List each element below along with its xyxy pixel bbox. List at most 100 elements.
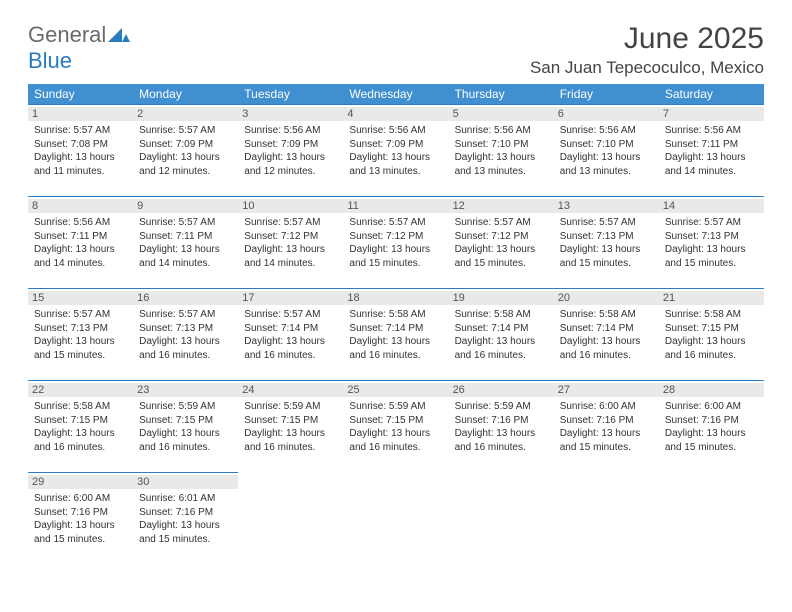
calendar-cell: 27 Sunrise: 6:00 AMSunset: 7:16 PMDayligh… bbox=[554, 381, 659, 473]
day-info: Sunrise: 5:56 AMSunset: 7:09 PMDaylight:… bbox=[244, 124, 337, 178]
day-header: Sunday bbox=[28, 84, 133, 105]
day-info: Sunrise: 6:00 AMSunset: 7:16 PMDaylight:… bbox=[560, 400, 653, 454]
day-number: 6 bbox=[554, 107, 659, 121]
day-number: 11 bbox=[343, 199, 448, 213]
calendar-cell bbox=[554, 473, 659, 565]
day-number: 3 bbox=[238, 107, 343, 121]
day-number: 27 bbox=[554, 383, 659, 397]
calendar-row: 29 Sunrise: 6:00 AMSunset: 7:16 PMDayligh… bbox=[28, 473, 764, 565]
calendar-cell: 1Sunrise: 5:57 AMSunset: 7:08 PMDaylight… bbox=[28, 105, 133, 197]
calendar-cell: 24 Sunrise: 5:59 AMSunset: 7:15 PMDayligh… bbox=[238, 381, 343, 473]
day-number: 10 bbox=[238, 199, 343, 213]
header: General Blue June 2025 San Juan Tepecocu… bbox=[28, 22, 764, 78]
calendar-cell: 10Sunrise: 5:57 AMSunset: 7:12 PMDayligh… bbox=[238, 197, 343, 289]
day-info: Sunrise: 5:58 AMSunset: 7:14 PMDaylight:… bbox=[560, 308, 653, 362]
location: San Juan Tepecoculco, Mexico bbox=[530, 58, 764, 78]
calendar-row: 1Sunrise: 5:57 AMSunset: 7:08 PMDaylight… bbox=[28, 105, 764, 197]
calendar-cell: 11 Sunrise: 5:57 AMSunset: 7:12 PMDayligh… bbox=[343, 197, 448, 289]
calendar-grid: Sunday Monday Tuesday Wednesday Thursday… bbox=[28, 84, 764, 565]
calendar-cell: 8 Sunrise: 5:56 AMSunset: 7:11 PMDaylight… bbox=[28, 197, 133, 289]
day-number: 17 bbox=[238, 291, 343, 305]
day-number: 12 bbox=[449, 199, 554, 213]
calendar-cell: 9 Sunrise: 5:57 AMSunset: 7:11 PMDaylight… bbox=[133, 197, 238, 289]
day-info: Sunrise: 5:58 AMSunset: 7:14 PMDaylight:… bbox=[455, 308, 548, 362]
calendar-cell: 19 Sunrise: 5:58 AMSunset: 7:14 PMDayligh… bbox=[449, 289, 554, 381]
calendar-cell: 23Sunrise: 5:59 AMSunset: 7:15 PMDayligh… bbox=[133, 381, 238, 473]
day-number: 13 bbox=[554, 199, 659, 213]
day-info: Sunrise: 5:57 AMSunset: 7:13 PMDaylight:… bbox=[34, 308, 127, 362]
calendar-cell bbox=[449, 473, 554, 565]
day-number: 2 bbox=[133, 107, 238, 121]
calendar-cell: 12Sunrise: 5:57 AMSunset: 7:12 PMDayligh… bbox=[449, 197, 554, 289]
day-header: Monday bbox=[133, 84, 238, 105]
day-header: Thursday bbox=[449, 84, 554, 105]
calendar-cell: 18 Sunrise: 5:58 AMSunset: 7:14 PMDayligh… bbox=[343, 289, 448, 381]
calendar-cell: 29 Sunrise: 6:00 AMSunset: 7:16 PMDayligh… bbox=[28, 473, 133, 565]
calendar-cell: 4 Sunrise: 5:56 AMSunset: 7:09 PMDaylight… bbox=[343, 105, 448, 197]
day-info: Sunrise: 6:00 AMSunset: 7:16 PMDaylight:… bbox=[34, 492, 127, 546]
day-info: Sunrise: 5:57 AMSunset: 7:12 PMDaylight:… bbox=[349, 216, 442, 270]
calendar-cell: 16 Sunrise: 5:57 AMSunset: 7:13 PMDayligh… bbox=[133, 289, 238, 381]
logo-word-blue: Blue bbox=[28, 48, 72, 73]
calendar-cell: 3 Sunrise: 5:56 AMSunset: 7:09 PMDaylight… bbox=[238, 105, 343, 197]
day-info: Sunrise: 5:57 AMSunset: 7:13 PMDaylight:… bbox=[665, 216, 758, 270]
calendar-cell: 22Sunrise: 5:58 AMSunset: 7:15 PMDayligh… bbox=[28, 381, 133, 473]
day-header: Wednesday bbox=[343, 84, 448, 105]
logo-word-general: General bbox=[28, 22, 106, 47]
calendar-row: 22Sunrise: 5:58 AMSunset: 7:15 PMDayligh… bbox=[28, 381, 764, 473]
day-number: 18 bbox=[343, 291, 448, 305]
day-info: Sunrise: 5:57 AMSunset: 7:14 PMDaylight:… bbox=[244, 308, 337, 362]
day-info: Sunrise: 5:58 AMSunset: 7:15 PMDaylight:… bbox=[665, 308, 758, 362]
day-number: 15 bbox=[28, 291, 133, 305]
month-title: June 2025 bbox=[530, 22, 764, 56]
day-info: Sunrise: 5:57 AMSunset: 7:13 PMDaylight:… bbox=[560, 216, 653, 270]
day-header: Friday bbox=[554, 84, 659, 105]
day-number: 22 bbox=[28, 383, 133, 397]
day-info: Sunrise: 5:58 AMSunset: 7:14 PMDaylight:… bbox=[349, 308, 442, 362]
calendar-row: 8 Sunrise: 5:56 AMSunset: 7:11 PMDaylight… bbox=[28, 197, 764, 289]
calendar-cell: 13 Sunrise: 5:57 AMSunset: 7:13 PMDayligh… bbox=[554, 197, 659, 289]
day-header: Saturday bbox=[659, 84, 764, 105]
logo: General Blue bbox=[28, 22, 130, 74]
day-number: 4 bbox=[343, 107, 448, 121]
day-header: Tuesday bbox=[238, 84, 343, 105]
day-info: Sunrise: 5:56 AMSunset: 7:10 PMDaylight:… bbox=[455, 124, 548, 178]
day-info: Sunrise: 5:57 AMSunset: 7:09 PMDaylight:… bbox=[139, 124, 232, 178]
day-info: Sunrise: 5:56 AMSunset: 7:09 PMDaylight:… bbox=[349, 124, 442, 178]
day-info: Sunrise: 5:57 AMSunset: 7:08 PMDaylight:… bbox=[34, 124, 127, 178]
calendar-cell: 15 Sunrise: 5:57 AMSunset: 7:13 PMDayligh… bbox=[28, 289, 133, 381]
day-info: Sunrise: 5:56 AMSunset: 7:11 PMDaylight:… bbox=[34, 216, 127, 270]
day-info: Sunrise: 5:57 AMSunset: 7:13 PMDaylight:… bbox=[139, 308, 232, 362]
day-number: 20 bbox=[554, 291, 659, 305]
calendar-cell: 28 Sunrise: 6:00 AMSunset: 7:16 PMDayligh… bbox=[659, 381, 764, 473]
day-info: Sunrise: 6:01 AMSunset: 7:16 PMDaylight:… bbox=[139, 492, 232, 546]
day-info: Sunrise: 5:57 AMSunset: 7:11 PMDaylight:… bbox=[139, 216, 232, 270]
calendar-cell: 2 Sunrise: 5:57 AMSunset: 7:09 PMDaylight… bbox=[133, 105, 238, 197]
calendar-cell: 25Sunrise: 5:59 AMSunset: 7:15 PMDayligh… bbox=[343, 381, 448, 473]
day-number: 26 bbox=[449, 383, 554, 397]
day-number: 19 bbox=[449, 291, 554, 305]
logo-text: General Blue bbox=[28, 22, 130, 74]
day-info: Sunrise: 6:00 AMSunset: 7:16 PMDaylight:… bbox=[665, 400, 758, 454]
calendar-cell: 21 Sunrise: 5:58 AMSunset: 7:15 PMDayligh… bbox=[659, 289, 764, 381]
day-info: Sunrise: 5:59 AMSunset: 7:16 PMDaylight:… bbox=[455, 400, 548, 454]
day-info: Sunrise: 5:59 AMSunset: 7:15 PMDaylight:… bbox=[244, 400, 337, 454]
day-number: 30 bbox=[133, 475, 238, 489]
calendar-cell: 17 Sunrise: 5:57 AMSunset: 7:14 PMDayligh… bbox=[238, 289, 343, 381]
calendar-cell bbox=[659, 473, 764, 565]
day-number: 24 bbox=[238, 383, 343, 397]
day-number: 8 bbox=[28, 199, 133, 213]
day-number: 21 bbox=[659, 291, 764, 305]
calendar-cell: 20 Sunrise: 5:58 AMSunset: 7:14 PMDayligh… bbox=[554, 289, 659, 381]
calendar-cell: 26 Sunrise: 5:59 AMSunset: 7:16 PMDayligh… bbox=[449, 381, 554, 473]
calendar-cell: 6Sunrise: 5:56 AMSunset: 7:10 PMDaylight… bbox=[554, 105, 659, 197]
calendar-cell bbox=[238, 473, 343, 565]
day-number: 28 bbox=[659, 383, 764, 397]
calendar-cell: 30 Sunrise: 6:01 AMSunset: 7:16 PMDayligh… bbox=[133, 473, 238, 565]
day-number: 29 bbox=[28, 475, 133, 489]
calendar-cell: 14Sunrise: 5:57 AMSunset: 7:13 PMDayligh… bbox=[659, 197, 764, 289]
day-number: 9 bbox=[133, 199, 238, 213]
day-number: 16 bbox=[133, 291, 238, 305]
calendar-cell: 7Sunrise: 5:56 AMSunset: 7:11 PMDaylight… bbox=[659, 105, 764, 197]
day-number: 23 bbox=[133, 383, 238, 397]
